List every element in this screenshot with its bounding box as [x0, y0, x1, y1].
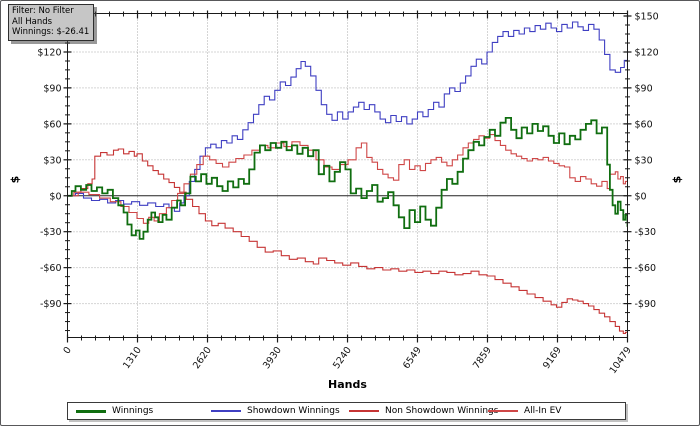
legend-item-non-showdown-winnings: Non Showdown Winnings: [349, 403, 498, 419]
x-tick-label: 10479: [608, 345, 634, 376]
y-tick-label-right: -$30: [635, 227, 657, 238]
y-tick-label-right: $150: [635, 12, 659, 23]
y-tick-label-right: $0: [635, 191, 647, 202]
y-tick-label-left: $90: [43, 83, 61, 94]
y-tick-label-left: -$90: [40, 299, 62, 310]
series-line-all-in-ev: [67, 134, 628, 224]
y-tick-label-left: $120: [37, 47, 61, 58]
non-showdown-winnings-line-swatch: [349, 410, 379, 412]
winnings-line-swatch: [76, 409, 106, 413]
y-tick-label-left: $30: [43, 155, 61, 166]
legend-item-showdown-winnings: Showdown Winnings: [211, 403, 340, 419]
y-tick-label-left: $0: [49, 191, 61, 202]
legend-item-allin-ev: All-In EV: [488, 403, 561, 419]
y-tick-label-right: -$90: [635, 299, 657, 310]
filter-info-line: All Hands: [12, 16, 53, 27]
x-tick-label: 9169: [541, 345, 564, 371]
x-tick-label: 6549: [401, 345, 424, 371]
y-tick-label-left: -$60: [40, 263, 62, 274]
x-tick-label: 0: [61, 345, 73, 356]
y-tick-label-right: $30: [635, 155, 653, 166]
x-axis-title: Hands: [328, 378, 367, 391]
legend-box: Winnings Showdown Winnings Non Showdown …: [67, 402, 626, 420]
legend-label-winnings: Winnings: [112, 406, 154, 416]
legend-label-showdown-winnings: Showdown Winnings: [247, 406, 340, 416]
series-line-non-showdown-winnings: [67, 148, 628, 335]
x-tick-label: 5240: [331, 345, 354, 371]
x-tick-label: 3930: [261, 345, 284, 371]
showdown-winnings-line-swatch: [211, 410, 241, 412]
y-tick-label-left: $60: [43, 119, 61, 130]
filter-info-box: Filter: No Filter All Hands Winnings: $-…: [8, 4, 95, 41]
y-tick-label-right: $60: [635, 119, 653, 130]
series-line-winnings: [67, 117, 628, 240]
x-tick-label: 2620: [191, 345, 214, 371]
x-tick-label: 7859: [471, 345, 494, 371]
allin-ev-line-swatch: [488, 410, 518, 412]
x-tick-label: 1310: [121, 345, 144, 371]
y-tick-label-right: -$60: [635, 263, 657, 274]
legend-label-allin-ev: All-In EV: [524, 406, 562, 416]
y-tick-label-right: $90: [635, 83, 653, 94]
y-axis-title-right: $: [670, 175, 684, 184]
filter-info-line: Filter: No Filter: [12, 6, 74, 16]
filter-info-line: Winnings: $-26.41: [12, 27, 90, 37]
legend-label-non-showdown-winnings: Non Showdown Winnings: [385, 406, 499, 416]
y-tick-label-right: $120: [635, 47, 659, 58]
series-line-showdown-winnings: [67, 21, 628, 212]
y-axis-title-left: $: [8, 175, 22, 184]
legend-item-winnings: Winnings: [76, 403, 153, 419]
y-tick-label-left: -$30: [40, 227, 62, 238]
